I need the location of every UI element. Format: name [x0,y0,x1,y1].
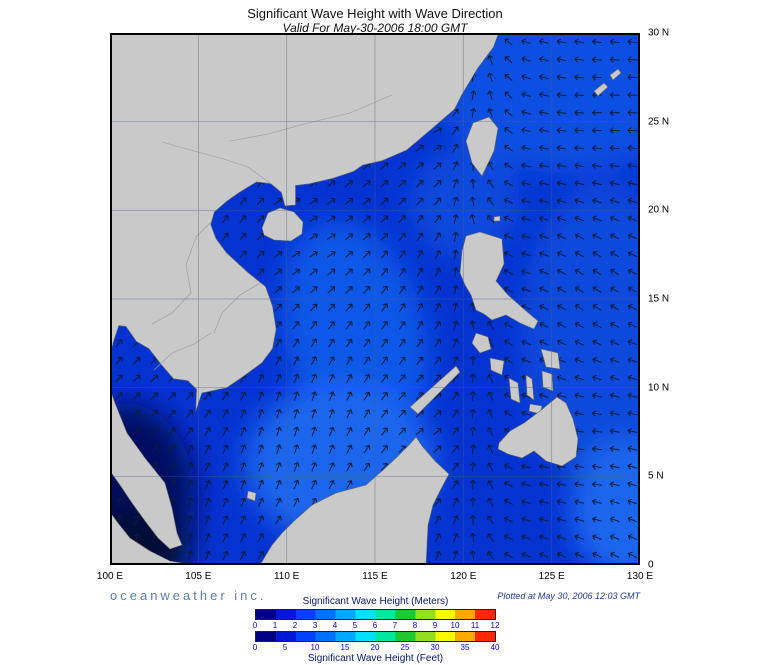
plotted-timestamp: Plotted at May 30, 2006 12:03 GMT [497,591,640,601]
colorbar-tick-label: 2 [292,621,298,630]
lat-tick-label: 5 N [648,470,664,482]
colorbar-tick-label: 3 [312,621,318,630]
meters-tick-row: 0 1 2 3 4 5 6 7 8 9 10 11 12 [252,620,500,631]
map-title: Significant Wave Height with Wave Direct… [247,6,503,21]
lon-tick-label: 110 E [273,571,300,582]
lon-tick-label: 105 E [185,571,212,582]
colorbar-tick-label: 25 [400,643,410,652]
colorbar-tick-label: 40 [490,643,500,652]
meters-colorbar [255,609,496,620]
map-svg [110,33,640,565]
colorbar-tick-label: 5 [282,643,288,652]
lat-tick-label: 20 N [648,204,670,216]
colorbar-tick-label: 1 [272,621,278,630]
lat-tick-label: 15 N [648,293,670,305]
feet-colorbar [255,631,496,642]
colorbar-tick-label: 10 [450,621,460,630]
colorbar-tick-label: 0 [252,621,258,630]
colorbar-tick-label: 6 [372,621,378,630]
lon-tick-label: 115 E [362,571,388,582]
colorbar-tick-label: 30 [430,643,440,652]
colorbar-tick-label: 5 [352,621,358,630]
lat-tick-label: 10 N [648,382,670,394]
feet-tick-row: 0 5 10 15 20 25 30 35 40 [252,642,500,653]
lat-tick-label: 0 [648,559,654,571]
colorbar-tick-label: 4 [332,621,338,630]
colorbar-tick-label: 7 [392,621,398,630]
colorbar-tick-label: 35 [460,643,470,652]
lon-tick-label: 130 E [626,571,654,582]
lat-tick-label: 25 N [648,116,670,128]
colorbar-tick-label: 0 [252,643,258,652]
map-subtitle: Valid For May-30-2006 18:00 GMT [282,21,468,35]
lat-tick-label: 30 N [648,27,670,39]
meters-label: Significant Wave Height (Meters) [302,596,449,607]
colorbar-tick-label: 12 [490,621,500,630]
feet-label: Significant Wave Height (Feet) [307,653,444,664]
map-canvas [110,33,640,565]
colorbar-tick-label: 15 [340,643,350,652]
oceanweather-logo-text: oceanweather inc. [110,588,267,603]
colorbar-tick-label: 9 [432,621,438,630]
colorbar-tick-label: 10 [310,643,320,652]
colorbar-tick-label: 11 [470,621,480,630]
lon-tick-label: 100 E [96,571,124,582]
colorbar-tick-label: 8 [412,621,418,630]
colorbar-tick-label: 20 [370,643,380,652]
lon-tick-label: 120 E [450,571,477,582]
lon-tick-label: 125 E [538,571,565,582]
